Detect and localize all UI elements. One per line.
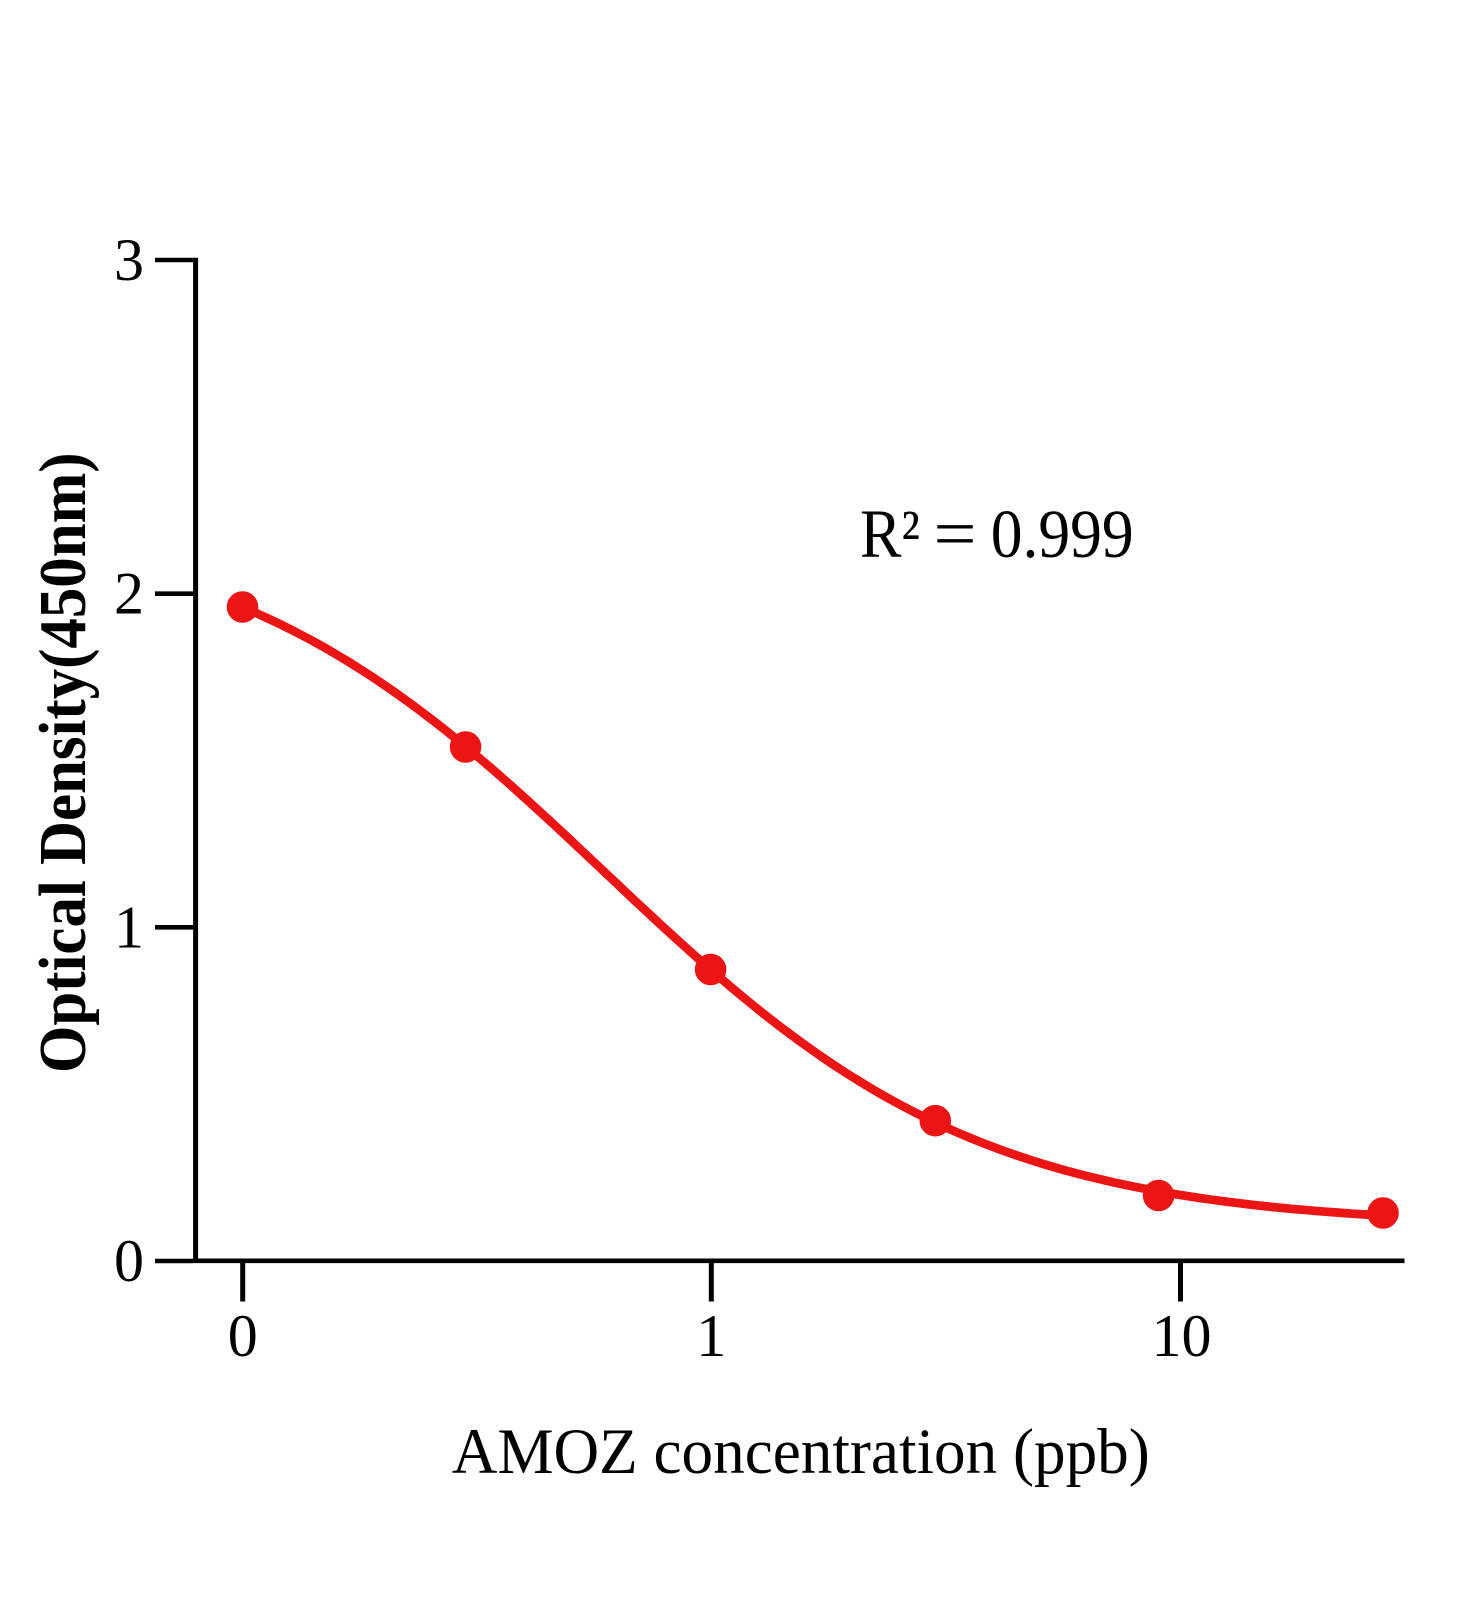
svg-text:1: 1 [114, 894, 144, 960]
svg-text:R²: R² [860, 496, 920, 572]
svg-text:3: 3 [114, 227, 144, 293]
svg-text:0.999: 0.999 [991, 496, 1134, 572]
svg-text:0: 0 [114, 1228, 144, 1294]
svg-text:Optical Density(450nm): Optical Density(450nm) [26, 452, 100, 1072]
svg-text:2: 2 [114, 561, 144, 627]
svg-text:AMOZ concentration (ppb): AMOZ concentration (ppb) [452, 1416, 1150, 1488]
svg-text:1: 1 [696, 1303, 726, 1369]
svg-text:10: 10 [1152, 1303, 1212, 1369]
svg-text:=: = [934, 496, 977, 572]
svg-text:0: 0 [228, 1303, 258, 1369]
